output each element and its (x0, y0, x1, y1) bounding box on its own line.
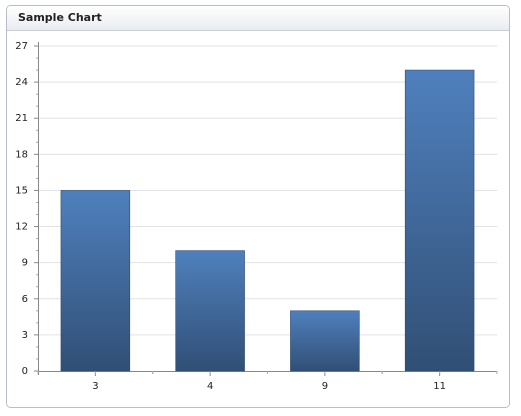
x-tick-label: 9 (322, 381, 328, 392)
panel (6, 5, 510, 408)
bar (60, 190, 131, 372)
y-tick-label: 0 (22, 366, 28, 377)
y-tick-label: 12 (15, 222, 28, 233)
y-tick-label: 3 (22, 330, 28, 341)
bar (290, 310, 360, 372)
chart-title: Sample Chart (18, 11, 102, 24)
bar (404, 69, 475, 372)
x-tick-label: 4 (207, 381, 213, 392)
y-tick-label: 15 (15, 185, 28, 196)
y-tick-label: 6 (22, 294, 28, 305)
x-tick-label: 11 (433, 381, 446, 392)
x-tick-label: 3 (92, 381, 98, 392)
y-tick-label: 9 (22, 258, 28, 269)
y-tick-label: 27 (15, 41, 28, 52)
y-tick-label: 21 (15, 113, 28, 124)
y-tick-label: 24 (15, 77, 28, 88)
y-tick-label: 18 (15, 149, 28, 160)
bar (175, 250, 245, 372)
panel-header (7, 6, 509, 30)
